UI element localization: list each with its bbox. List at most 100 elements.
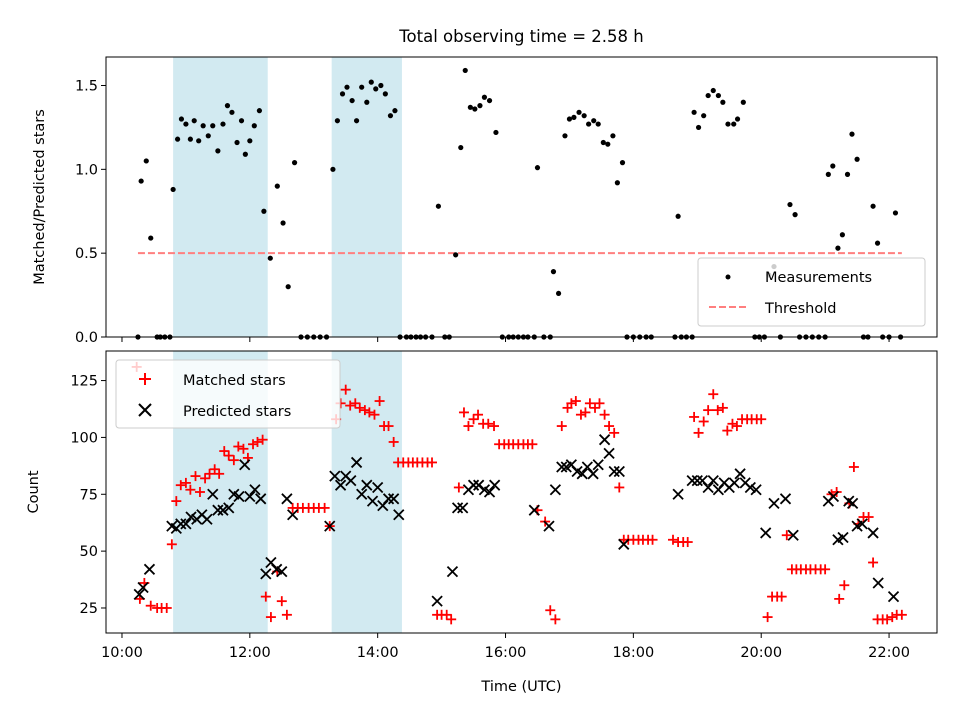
matched-point <box>831 487 842 497</box>
predicted-point <box>598 434 611 446</box>
matched-point <box>698 416 709 427</box>
predicted-point <box>587 468 599 480</box>
predicted-point <box>356 488 368 500</box>
matched-point <box>839 580 850 591</box>
measurement-point <box>710 87 716 94</box>
measurement-point <box>170 186 176 193</box>
matched-point <box>863 512 874 523</box>
matched-point <box>281 609 292 620</box>
predicted-point-b <box>887 590 900 603</box>
measurement-point <box>274 183 280 189</box>
measurement-point <box>344 84 350 90</box>
predicted-point <box>872 577 884 589</box>
predicted-point <box>483 486 496 498</box>
top-axes-frame <box>105 56 938 338</box>
predicted-point <box>867 527 879 539</box>
predicted-point <box>207 488 219 500</box>
measurement-point <box>854 156 860 162</box>
matched-point <box>453 482 464 493</box>
x-tick-label: 20:00 <box>740 645 782 661</box>
measurement-point <box>256 108 263 114</box>
predicted-stars-series <box>133 434 900 607</box>
predicted-point-b <box>143 563 156 575</box>
measurement-point <box>261 208 267 214</box>
predicted-point <box>686 474 698 487</box>
matched-point <box>708 389 719 400</box>
predicted-point-b <box>744 481 756 494</box>
predicted-point-b <box>244 490 256 503</box>
legend-threshold-label: Threshold <box>764 301 836 317</box>
predicted-point-b <box>543 520 555 532</box>
measurement-point <box>610 133 616 139</box>
matched-point <box>200 473 211 484</box>
measurement-point <box>830 163 836 169</box>
predicted-point-b <box>361 479 373 491</box>
predicted-point-b <box>324 520 336 532</box>
measurement-point <box>835 245 841 251</box>
matched-point <box>276 596 287 607</box>
matched-point <box>446 614 457 625</box>
matched-point <box>722 425 733 436</box>
bottom-y-tick-label: 50 <box>80 544 98 560</box>
predicted-point-b <box>345 474 357 487</box>
measurement-point <box>566 116 573 122</box>
matched-point <box>175 480 186 491</box>
matched-point <box>161 602 172 613</box>
predicted-point-b <box>696 474 709 487</box>
predicted-point-b <box>592 459 604 471</box>
matched-point <box>209 464 220 475</box>
matched-point <box>145 600 156 611</box>
legend-dot-icon <box>725 274 731 280</box>
predicted-point-b <box>603 447 615 459</box>
predicted-point <box>451 502 464 514</box>
matched-point <box>252 436 263 447</box>
predicted-point-b <box>271 563 283 575</box>
matched-point <box>566 398 577 409</box>
predicted-point <box>233 490 245 503</box>
measurement-point <box>562 133 568 139</box>
bottom-legend-box <box>115 359 341 429</box>
matched-point <box>556 421 567 432</box>
measurement-point <box>353 118 360 124</box>
bottom-panel: 25 50 75 100 125 10:00 12:00 14:00 16:00 18:00 20… <box>26 350 938 695</box>
predicted-point <box>382 493 395 505</box>
measurement-point <box>382 91 388 97</box>
predicted-point-b <box>329 470 341 482</box>
predicted-point-b <box>137 581 149 594</box>
measurement-point <box>555 290 562 297</box>
predicted-point-b <box>618 538 630 550</box>
predicted-point <box>734 468 746 480</box>
predicted-point <box>324 520 336 532</box>
matched-point <box>820 564 831 575</box>
legend-predicted-label: Predicted stars <box>183 404 291 420</box>
x-tick-label: 22:00 <box>868 645 910 661</box>
predicted-point <box>249 484 261 496</box>
matched-point <box>575 409 586 420</box>
predicted-point <box>827 490 840 503</box>
measurement-point <box>242 151 248 157</box>
matched-point <box>731 421 742 432</box>
top-y-axis-label: Matched/Predicted stars <box>32 109 48 285</box>
top-y-axis: 0.0 0.5 1.0 1.5 <box>75 79 106 346</box>
predicted-point <box>768 497 780 510</box>
bottom-y-axis: 25 50 75 100 125 <box>70 374 106 617</box>
measurement-point <box>368 79 374 85</box>
predicted-point-b <box>707 474 719 487</box>
matched-point <box>166 539 177 550</box>
measurement-point <box>734 116 741 122</box>
measurement-point <box>576 109 582 115</box>
measurement-point <box>600 139 606 146</box>
predicted-point <box>556 461 568 473</box>
predicted-point-b <box>608 465 620 478</box>
matched-point <box>570 396 581 407</box>
matched-point <box>260 591 271 602</box>
matched-point <box>441 609 452 620</box>
measurement-point <box>870 203 876 209</box>
predicted-point <box>137 581 149 594</box>
matched-point <box>473 409 484 420</box>
measurement-point <box>247 138 253 144</box>
predicted-point <box>281 493 293 505</box>
matched-point <box>545 605 556 616</box>
predicted-point <box>457 502 469 514</box>
